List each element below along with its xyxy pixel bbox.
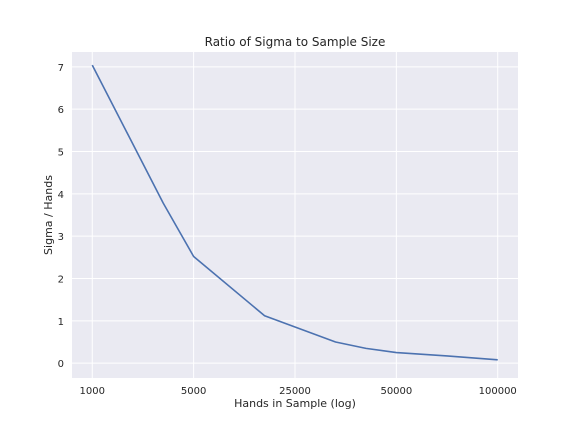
y-tick-label: 7	[58, 63, 64, 74]
x-tick-labels: 1000 5000 25000 50000 100000	[80, 386, 517, 397]
y-tick-label: 1	[58, 317, 64, 328]
y-tick-label: 3	[58, 232, 64, 243]
chart-title: Ratio of Sigma to Sample Size	[205, 35, 386, 49]
y-tick-label: 6	[58, 105, 64, 116]
y-tick-label: 0	[58, 359, 64, 370]
x-tick-label: 1000	[80, 386, 105, 397]
series-line	[91, 64, 498, 361]
y-tick-labels: 0 1 2 3 4 5 6 7	[58, 63, 64, 370]
y-tick-label: 5	[58, 147, 64, 158]
x-tick-label: 100000	[479, 386, 517, 397]
x-axis-label: Hands in Sample (log)	[234, 397, 356, 410]
y-tick-label: 4	[58, 190, 64, 201]
y-axis-label: Sigma / Hands	[42, 175, 55, 255]
x-tick-label: 25000	[279, 386, 311, 397]
x-tick-label: 5000	[181, 386, 206, 397]
y-tick-label: 2	[58, 275, 64, 286]
x-tick-label: 50000	[380, 386, 412, 397]
grid-lines	[72, 52, 518, 378]
